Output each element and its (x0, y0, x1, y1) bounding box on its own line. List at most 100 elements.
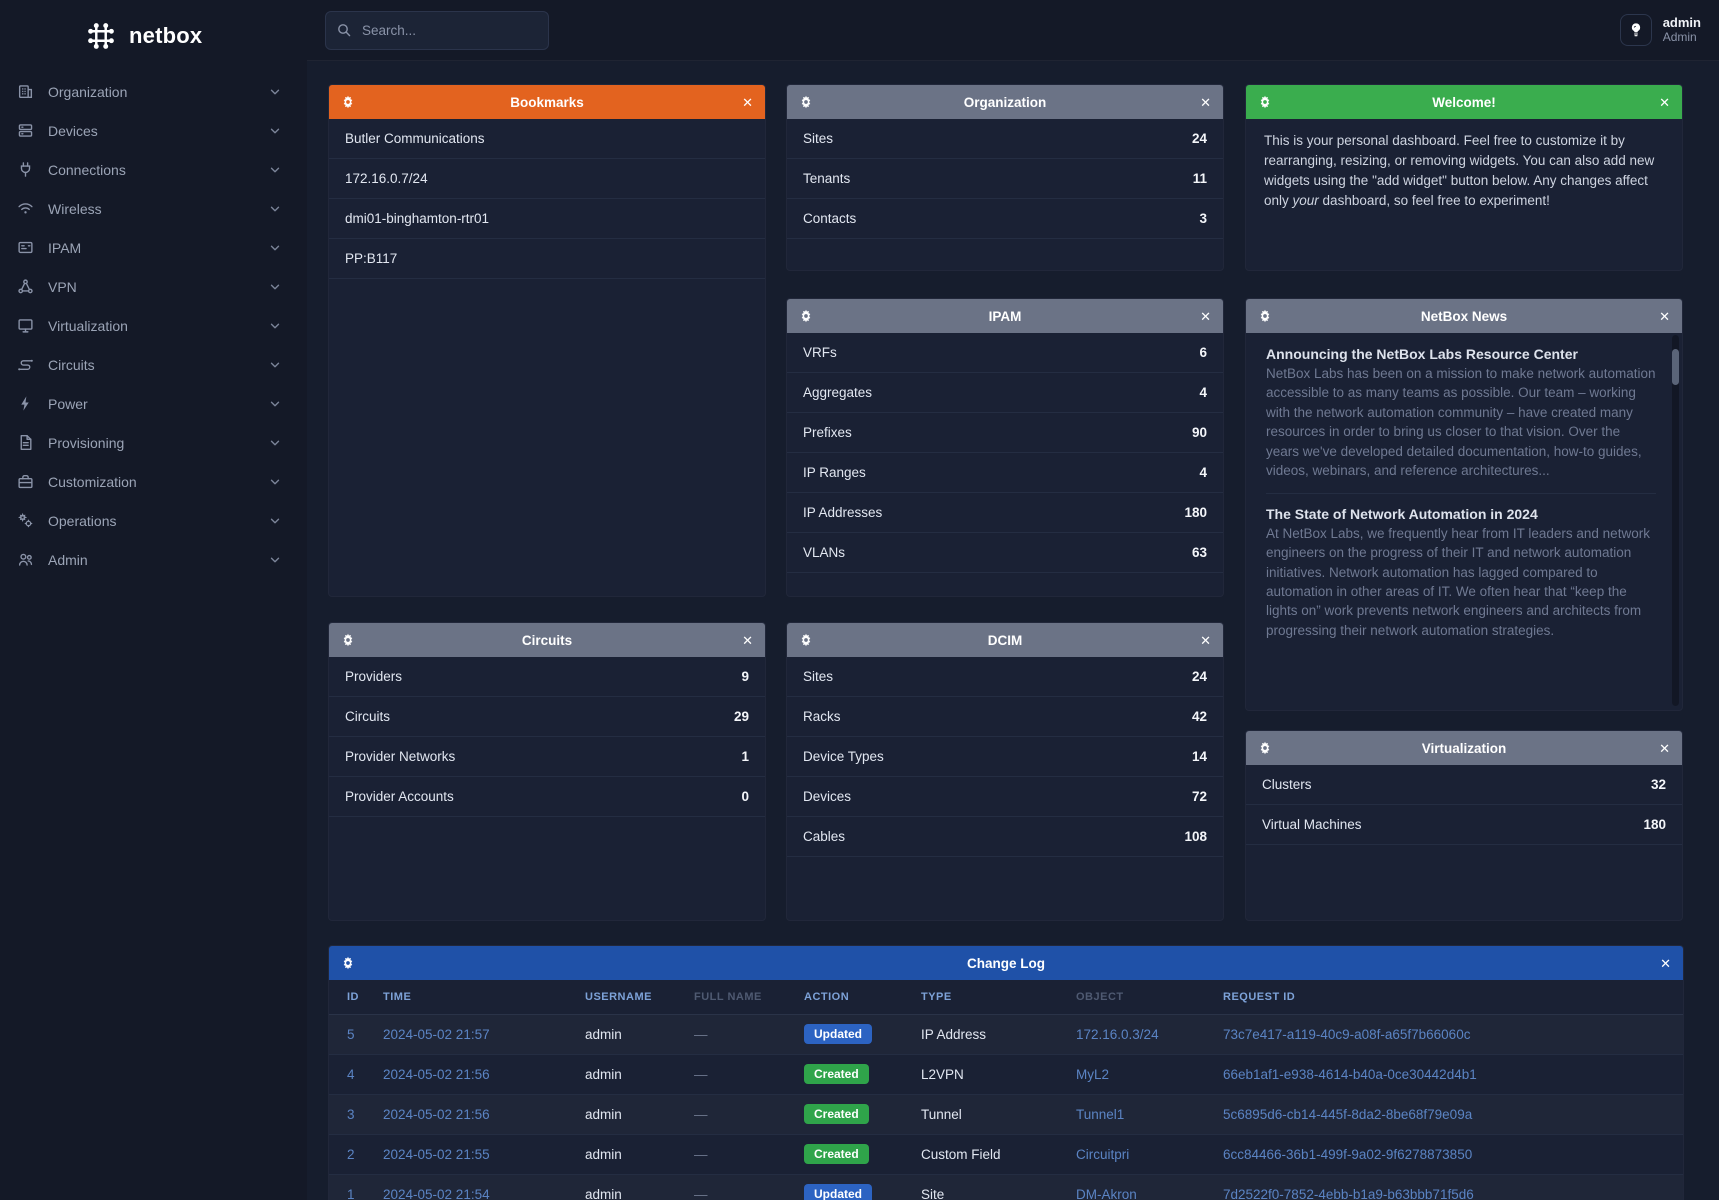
stat-label: VRFs (803, 345, 837, 360)
scrollbar-track[interactable] (1672, 335, 1679, 706)
widget-close-icon[interactable]: ✕ (1200, 94, 1211, 110)
stat-row[interactable]: Sites 24 (787, 657, 1223, 697)
widget-config-icon[interactable] (1258, 95, 1272, 109)
column-header-time[interactable]: TIME (383, 980, 585, 1015)
sidebar-item-virtualization[interactable]: Virtualization (0, 306, 307, 345)
scrollbar-thumb[interactable] (1672, 349, 1679, 385)
sidebar-item-power[interactable]: Power (0, 384, 307, 423)
stat-row[interactable]: Sites 24 (787, 119, 1223, 159)
widget-config-icon[interactable] (341, 633, 355, 647)
stat-value: 29 (733, 709, 749, 724)
widget-config-icon[interactable] (1258, 741, 1272, 755)
request-id-link[interactable]: 73c7e417-a119-40c9-a08f-a65f7b66060c (1223, 1026, 1471, 1042)
bookmark-item[interactable]: PP:B117 (329, 239, 765, 279)
chevron-down-icon (268, 241, 282, 255)
sidebar-item-devices[interactable]: Devices (0, 111, 307, 150)
stat-row[interactable]: IP Addresses 180 (787, 493, 1223, 533)
request-id-link[interactable]: 66eb1af1-e938-4614-b40a-0ce30442d4b1 (1223, 1066, 1477, 1082)
stat-row[interactable]: Prefixes 90 (787, 413, 1223, 453)
widget-close-icon[interactable]: ✕ (1200, 632, 1211, 648)
widget-config-icon[interactable] (799, 95, 813, 109)
request-id-link[interactable]: 5c6895d6-cb14-445f-8da2-8be68f79e09a (1223, 1106, 1473, 1122)
widget-close-icon[interactable]: ✕ (1200, 308, 1211, 324)
sidebar-item-operations[interactable]: Operations (0, 501, 307, 540)
change-id-link[interactable]: 5 (347, 1026, 355, 1042)
widget-close-icon[interactable]: ✕ (742, 94, 753, 110)
change-time-link[interactable]: 2024-05-02 21:56 (383, 1106, 490, 1122)
stat-row[interactable]: Provider Networks 1 (329, 737, 765, 777)
change-object-link[interactable]: MyL2 (1076, 1066, 1110, 1082)
widget-config-icon[interactable] (341, 956, 355, 970)
theme-toggle-button[interactable] (1619, 14, 1652, 46)
request-id-link[interactable]: 6cc84466-36b1-499f-9a02-9f6278873850 (1223, 1146, 1473, 1162)
search-input[interactable] (325, 10, 549, 50)
column-header-action[interactable]: ACTION (804, 980, 921, 1015)
stat-row[interactable]: VRFs 6 (787, 333, 1223, 373)
netbox-logo[interactable]: netbox (0, 0, 307, 58)
request-id-link[interactable]: 7d2522f0-7852-4ebb-b1a9-b63bbb71f5d6 (1223, 1186, 1474, 1200)
sidebar-item-admin[interactable]: Admin (0, 540, 307, 579)
widget-close-icon[interactable]: ✕ (1659, 94, 1670, 110)
user-menu[interactable]: admin Admin (1663, 15, 1701, 45)
stat-row[interactable]: Cables 108 (787, 817, 1223, 857)
widget-close-icon[interactable]: ✕ (1660, 955, 1671, 971)
sidebar-item-connections[interactable]: Connections (0, 150, 307, 189)
chevron-down-icon (268, 436, 282, 450)
change-id-link[interactable]: 4 (347, 1066, 355, 1082)
change-id-link[interactable]: 1 (347, 1186, 355, 1200)
widget-config-icon[interactable] (799, 633, 813, 647)
stat-row[interactable]: Racks 42 (787, 697, 1223, 737)
widget-config-icon[interactable] (341, 95, 355, 109)
change-id-link[interactable]: 3 (347, 1106, 355, 1122)
stat-row[interactable]: Virtual Machines 180 (1246, 805, 1682, 845)
change-username: admin (585, 1146, 622, 1162)
change-object-link[interactable]: 172.16.0.3/24 (1076, 1026, 1159, 1042)
widget-config-icon[interactable] (799, 309, 813, 323)
bookmark-item[interactable]: Butler Communications (329, 119, 765, 159)
widget-close-icon[interactable]: ✕ (1659, 740, 1670, 756)
news-headline-link[interactable]: Announcing the NetBox Labs Resource Cent… (1266, 346, 1578, 362)
sidebar-item-organization[interactable]: Organization (0, 72, 307, 111)
widget-close-icon[interactable]: ✕ (742, 632, 753, 648)
column-header-id[interactable]: ID (329, 980, 383, 1015)
stat-value: 24 (1191, 669, 1207, 684)
change-object-link[interactable]: Circuitpri (1076, 1146, 1130, 1162)
column-header-type[interactable]: TYPE (921, 980, 1076, 1015)
change-time-link[interactable]: 2024-05-02 21:54 (383, 1186, 490, 1200)
widget-config-icon[interactable] (1258, 309, 1272, 323)
change-time-link[interactable]: 2024-05-02 21:57 (383, 1026, 490, 1042)
change-object-link[interactable]: DM-Akron (1076, 1186, 1137, 1200)
sidebar-item-customization[interactable]: Customization (0, 462, 307, 501)
stat-row[interactable]: VLANs 63 (787, 533, 1223, 573)
change-time-link[interactable]: 2024-05-02 21:56 (383, 1066, 490, 1082)
stat-row[interactable]: Devices 72 (787, 777, 1223, 817)
sidebar-item-wireless[interactable]: Wireless (0, 189, 307, 228)
stat-row[interactable]: Contacts 3 (787, 199, 1223, 239)
change-object-link[interactable]: Tunnel1 (1076, 1106, 1125, 1122)
sidebar-item-provisioning[interactable]: Provisioning (0, 423, 307, 462)
chevron-down-icon (268, 553, 282, 567)
column-header-request-id[interactable]: REQUEST ID (1223, 980, 1683, 1015)
stat-row[interactable]: Clusters 32 (1246, 765, 1682, 805)
bookmark-item[interactable]: dmi01-binghamton-rtr01 (329, 199, 765, 239)
sidebar-item-circuits[interactable]: Circuits (0, 345, 307, 384)
stat-row[interactable]: Device Types 14 (787, 737, 1223, 777)
change-id-link[interactable]: 2 (347, 1146, 355, 1162)
virtualization-icon (17, 317, 34, 334)
change-time-link[interactable]: 2024-05-02 21:55 (383, 1146, 490, 1162)
chevron-down-icon (268, 202, 282, 216)
column-header-username[interactable]: USERNAME (585, 980, 694, 1015)
bookmark-item[interactable]: 172.16.0.7/24 (329, 159, 765, 199)
sidebar-item-vpn[interactable]: VPN (0, 267, 307, 306)
stat-row[interactable]: Tenants 11 (787, 159, 1223, 199)
stat-row[interactable]: Aggregates 4 (787, 373, 1223, 413)
stat-row[interactable]: IP Ranges 4 (787, 453, 1223, 493)
sidebar-item-ipam[interactable]: IPAM (0, 228, 307, 267)
stat-label: Devices (803, 789, 852, 804)
widget-close-icon[interactable]: ✕ (1659, 308, 1670, 324)
stat-row[interactable]: Providers 9 (329, 657, 765, 697)
stat-row[interactable]: Provider Accounts 0 (329, 777, 765, 817)
news-headline-link[interactable]: The State of Network Automation in 2024 (1266, 505, 1538, 522)
chevron-down-icon (268, 319, 282, 333)
stat-row[interactable]: Circuits 29 (329, 697, 765, 737)
